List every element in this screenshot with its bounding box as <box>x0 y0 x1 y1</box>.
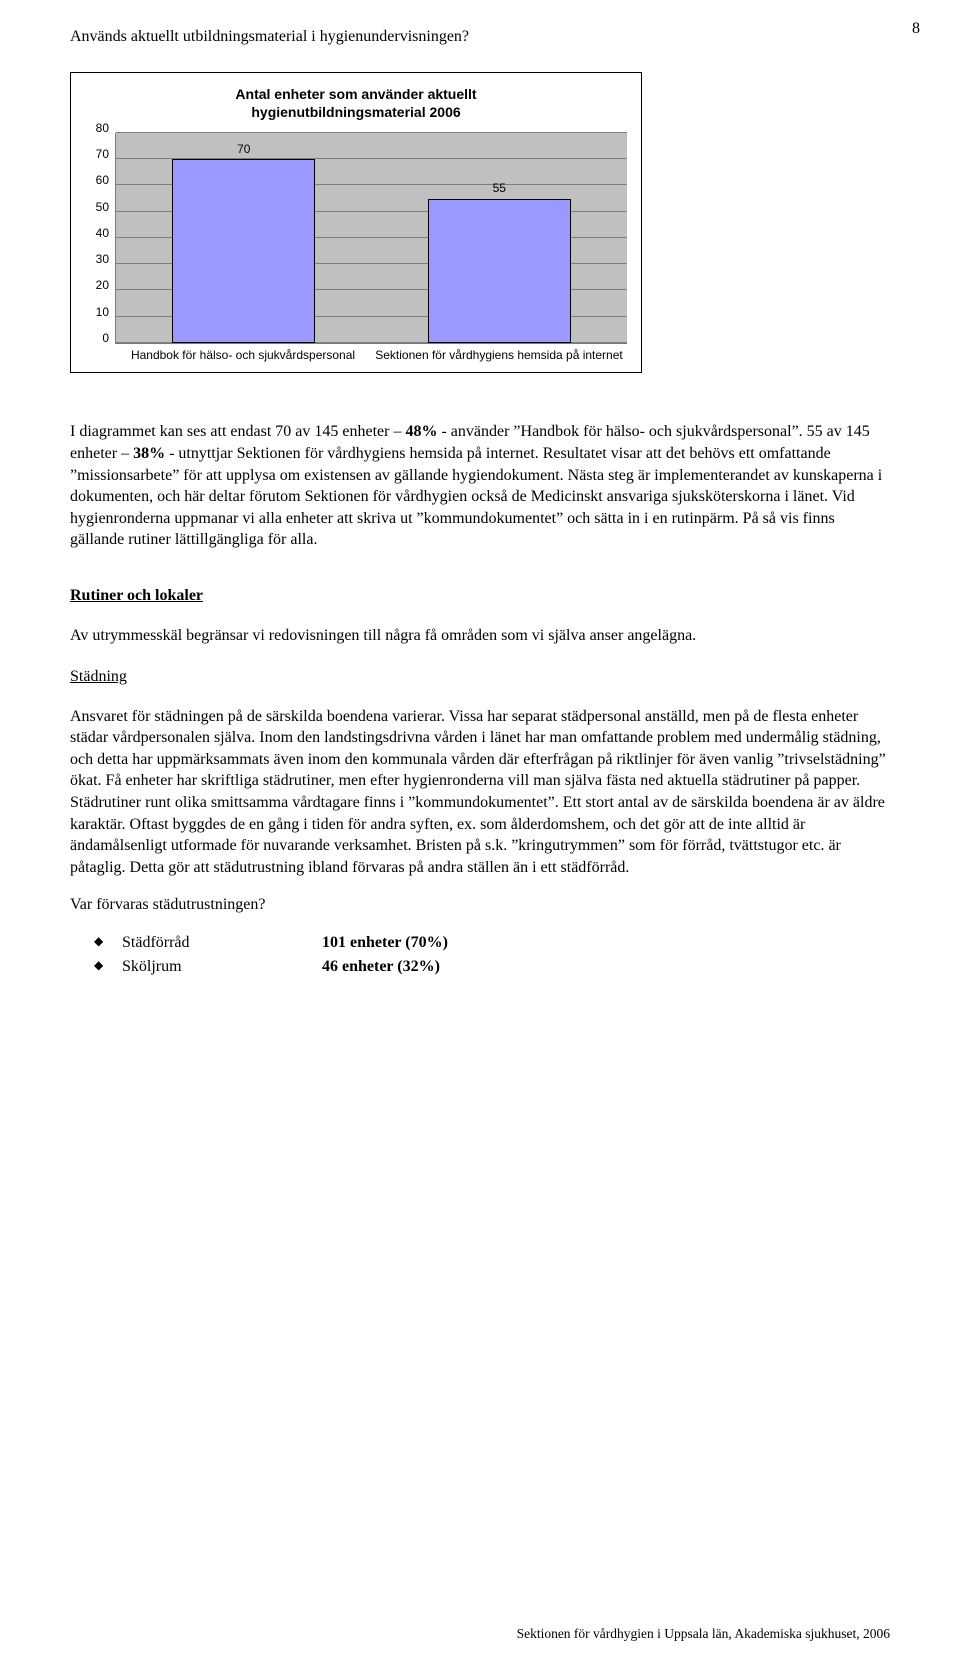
x-label: Handbok för hälso- och sjukvårdspersonal <box>115 348 371 362</box>
chart-container: Antal enheter som använder aktuellt hygi… <box>70 72 642 374</box>
question-storage: Var förvaras städutrustningen? <box>70 894 890 916</box>
page-title: Används aktuellt utbildningsmaterial i h… <box>70 26 890 48</box>
list-item: Sköljrum46 enheter (32%) <box>94 956 890 978</box>
plot-wrap: 80706050403020100 70 55 <box>85 133 627 344</box>
storage-list: Städförråd101 enheter (70%)Sköljrum46 en… <box>94 932 890 977</box>
footer: Sektionen för vårdhygien i Uppsala län, … <box>517 1625 890 1643</box>
para1-bold-38: 38% <box>133 445 165 462</box>
chart-title-line2: hygienutbildningsmaterial 2006 <box>251 104 460 120</box>
page-number: 8 <box>912 18 920 40</box>
list-value: 46 enheter (32%) <box>322 956 440 978</box>
bar-slot: 70 <box>116 133 372 343</box>
list-term: Sköljrum <box>122 956 322 978</box>
chart-title: Antal enheter som använder aktuellt hygi… <box>85 85 627 121</box>
para1-bold-48: 48% <box>405 423 437 440</box>
paragraph-interpretation: I diagrammet kan ses att endast 70 av 14… <box>70 421 890 551</box>
sub-heading-stadning: Städning <box>70 666 890 688</box>
list-value: 101 enheter (70%) <box>322 932 448 954</box>
x-label: Sektionen för vårdhygiens hemsida på int… <box>371 348 627 362</box>
section-heading-rutiner: Rutiner och lokaler <box>70 585 890 607</box>
chart-title-line1: Antal enheter som använder aktuellt <box>235 86 476 102</box>
list-item: Städförråd101 enheter (70%) <box>94 932 890 954</box>
page: 8 Används aktuellt utbildningsmaterial i… <box>0 0 960 1665</box>
list-term: Städförråd <box>122 932 322 954</box>
bar: 70 <box>172 159 315 343</box>
bars-layer: 70 55 <box>116 133 627 343</box>
plot-area: 70 55 <box>115 133 627 344</box>
paragraph-scope: Av utrymmesskäl begränsar vi redovisning… <box>70 625 890 647</box>
para1-text-a: I diagrammet kan ses att endast 70 av 14… <box>70 423 405 440</box>
y-axis: 80706050403020100 <box>85 133 115 343</box>
paragraph-stadning: Ansvaret för städningen på de särskilda … <box>70 706 890 879</box>
x-axis: Handbok för hälso- och sjukvårdspersonal… <box>115 348 627 362</box>
bar-value-label: 70 <box>173 141 314 157</box>
para1-text-c: - utnyttjar Sektionen för vårdhygiens he… <box>70 445 882 548</box>
bar-value-label: 55 <box>429 180 570 196</box>
bar: 55 <box>428 199 571 343</box>
bar-slot: 55 <box>372 133 628 343</box>
